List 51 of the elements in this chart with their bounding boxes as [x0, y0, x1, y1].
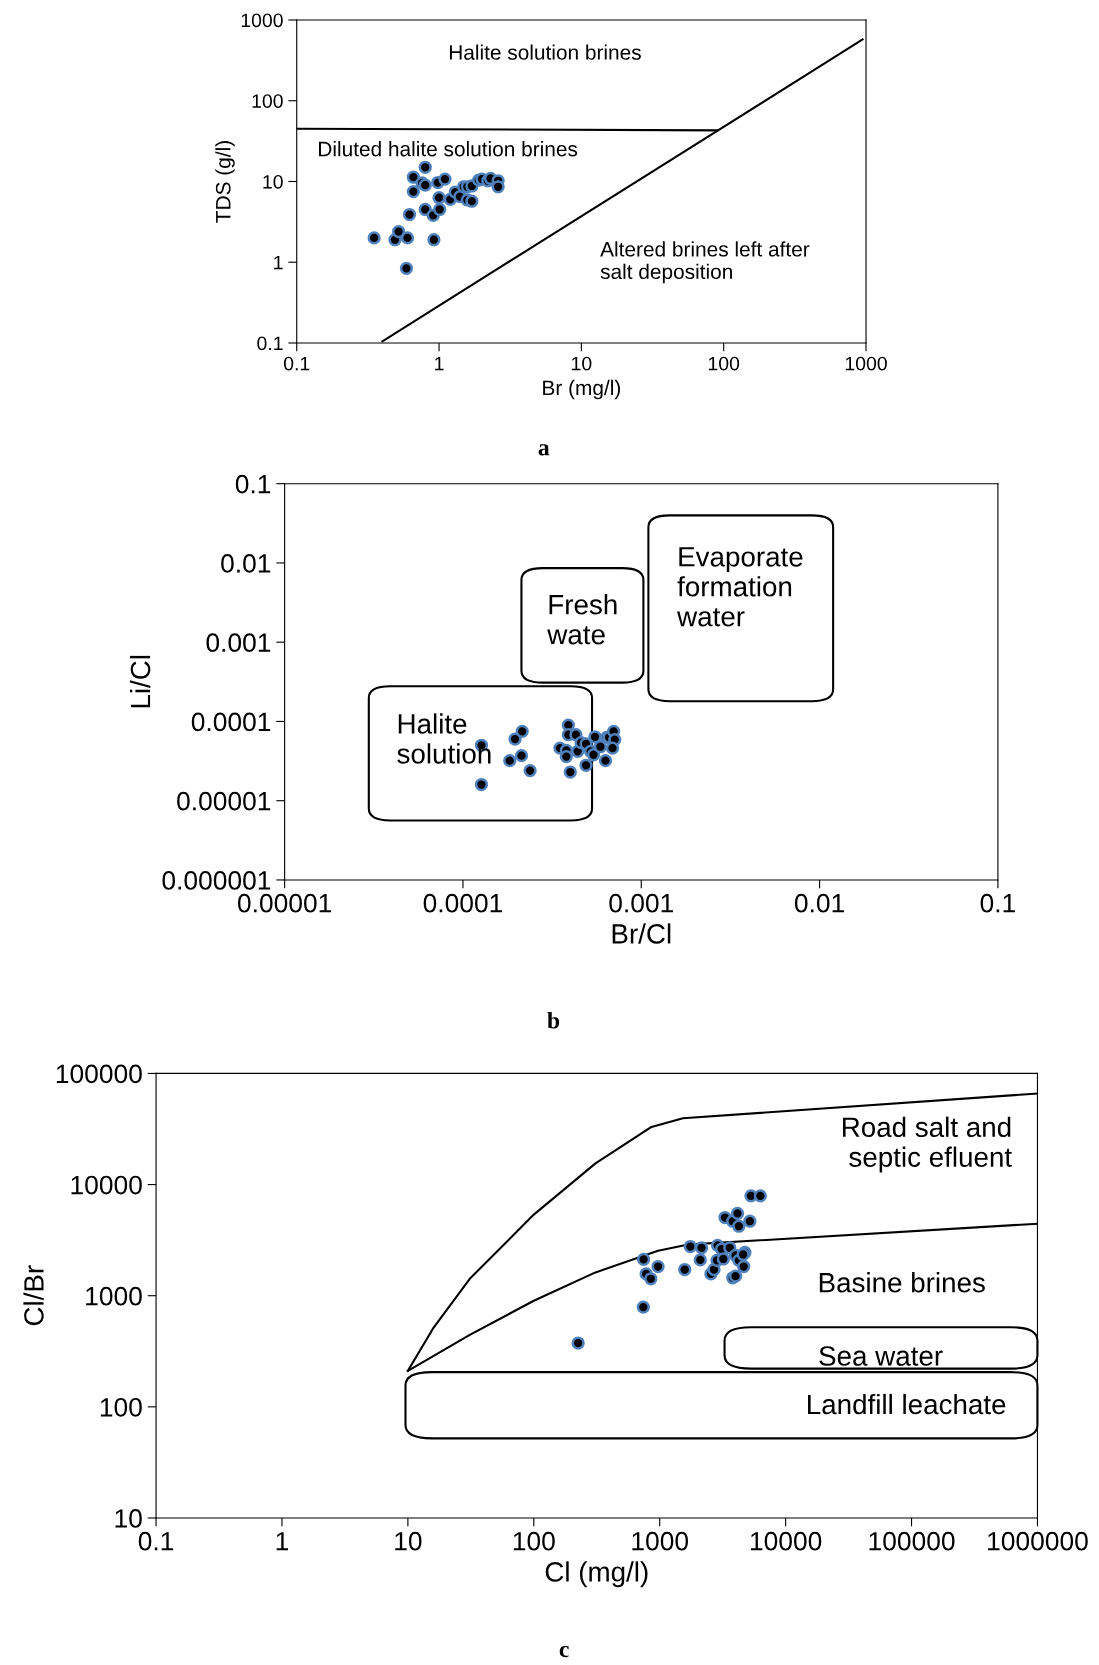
- y-tick-label: 10000: [71, 1175, 142, 1195]
- annotation: Halite solution: [397, 713, 491, 764]
- x-tick-label: 0.01: [794, 893, 844, 913]
- x-axis-title: Br/Cl: [612, 923, 671, 944]
- y-tick-label: 100: [252, 94, 283, 108]
- annotation: Landfill leachate: [808, 1393, 1006, 1415]
- y-tick-label: 1: [274, 255, 283, 270]
- x-tick-label: 0.001: [609, 893, 673, 913]
- x-tick-label: 1000000: [988, 1531, 1088, 1551]
- annotation: Altered brines left after salt deposition: [600, 241, 810, 284]
- x-axis-title: Br (mg/l): [543, 379, 621, 400]
- y-tick-label: 0.00001: [177, 791, 271, 811]
- annotation: Halite solution brines: [449, 44, 641, 60]
- annotation: Sea water: [819, 1346, 943, 1366]
- x-tick-label: 100: [513, 1531, 555, 1551]
- x-tick-label: 0.1: [138, 1531, 174, 1551]
- x-tick-label: 100000: [869, 1531, 955, 1551]
- annotation: Road salt and septic efluent: [842, 1116, 1012, 1173]
- x-tick-label: 10: [395, 1531, 422, 1551]
- text: b: [547, 1011, 560, 1029]
- text: a: [538, 444, 550, 456]
- x-tick-label: 1000: [845, 356, 887, 371]
- y-tick-label: 10: [115, 1509, 142, 1528]
- y-tick-label: 0.001: [206, 633, 271, 653]
- y-axis-title: Li/Cl: [129, 655, 151, 708]
- x-tick-label: 10: [572, 356, 592, 371]
- y-tick-label: 0.0001: [191, 712, 271, 732]
- y-tick-label: 10: [263, 174, 283, 189]
- x-tick-label: 0.1: [283, 356, 310, 371]
- x-tick-label: 0.1: [980, 893, 1015, 913]
- x-axis-title: Cl (mg/l): [545, 1561, 648, 1588]
- x-tick-label: 10000: [750, 1531, 822, 1551]
- y-axis-title: Cl/Br: [23, 1265, 44, 1326]
- x-tick-label: 0.0001: [423, 893, 503, 913]
- text: c: [559, 1645, 569, 1658]
- annotation: Fresh wate: [547, 594, 617, 645]
- y-tick-label: 100: [100, 1397, 142, 1417]
- y-tick-label: 1000: [86, 1286, 142, 1306]
- y-tick-label: 0.1: [235, 474, 271, 494]
- x-tick-label: 1: [435, 356, 444, 371]
- x-tick-label: 1000: [632, 1531, 689, 1551]
- y-axis-title: TDS (g/l): [215, 141, 235, 223]
- y-tick-label: 0.01: [221, 554, 271, 573]
- y-tick-label: 0.1: [257, 336, 283, 351]
- annotation: Evaporate formation water: [677, 547, 803, 627]
- annotation: Diluted halite solution brines: [319, 141, 578, 157]
- y-tick-label: 0.000001: [162, 871, 271, 890]
- y-tick-label: 1000: [241, 13, 283, 28]
- x-tick-label: 100: [708, 356, 740, 371]
- annotation: Basine brines: [819, 1272, 985, 1293]
- y-tick-label: 100000: [56, 1064, 142, 1084]
